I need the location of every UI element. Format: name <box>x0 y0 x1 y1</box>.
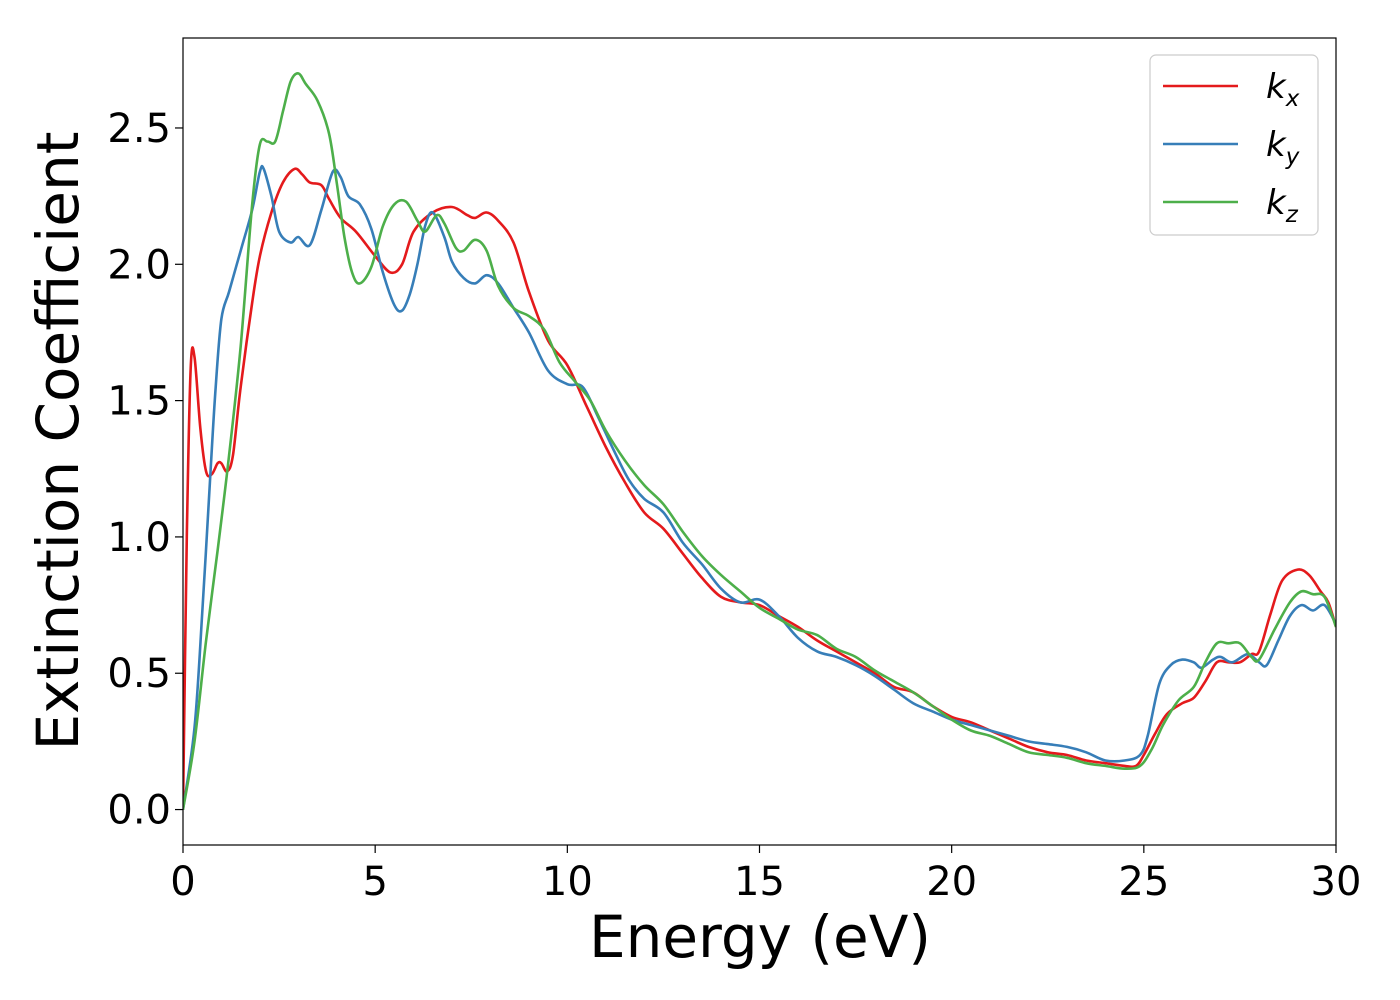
y-tick-label: 1.0 <box>107 515 171 561</box>
legend-entry-ky: ky <box>1266 125 1300 170</box>
series-line-kz <box>183 72 1336 810</box>
y-axis: 0.0 0.5 1.0 1.5 2.0 2.5 <box>107 106 183 834</box>
x-axis: 0 5 10 15 20 25 30 <box>170 845 1361 905</box>
y-tick-label: 1.5 <box>107 379 171 425</box>
y-tick-label: 2.5 <box>107 106 171 152</box>
x-tick-label: 5 <box>362 859 387 905</box>
legend-entry-kz: kz <box>1266 183 1299 228</box>
legend-entry-kx: kx <box>1266 67 1300 112</box>
x-tick-label: 0 <box>170 859 195 905</box>
y-axis-label: Extinction Coefficient <box>24 132 92 751</box>
legend: kx ky kz <box>1149 54 1319 236</box>
series-line-ky <box>183 164 1336 810</box>
x-tick-label: 10 <box>542 859 593 905</box>
series-line-kx <box>183 167 1336 810</box>
y-tick-label: 0.5 <box>107 651 171 697</box>
x-tick-label: 30 <box>1311 859 1362 905</box>
y-tick-label: 0.0 <box>107 788 171 834</box>
x-axis-label: Energy (eV) <box>589 903 931 971</box>
x-tick-label: 15 <box>734 859 785 905</box>
y-tick-label: 2.0 <box>107 242 171 288</box>
x-tick-label: 20 <box>926 859 977 905</box>
x-tick-label: 25 <box>1118 859 1169 905</box>
